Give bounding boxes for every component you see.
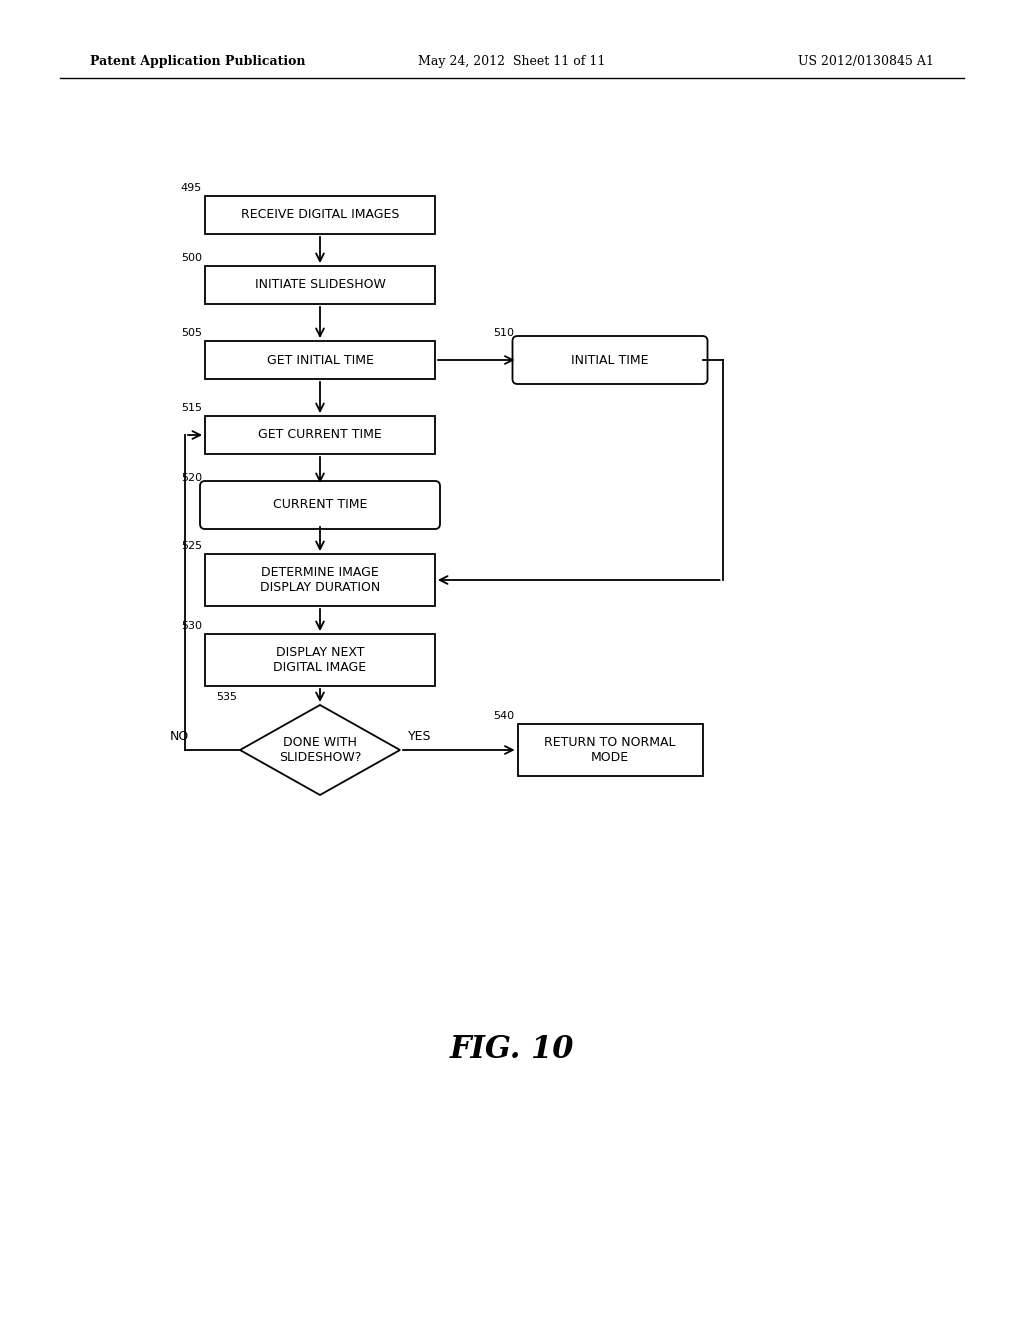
Bar (517, 723, 702, 776)
Text: RETURN TO NORMAL
MODE: RETURN TO NORMAL MODE (544, 737, 676, 764)
Bar (205, 195, 435, 234)
Text: CURRENT TIME: CURRENT TIME (272, 499, 368, 511)
Text: 510: 510 (494, 327, 514, 338)
FancyBboxPatch shape (200, 480, 440, 529)
Bar (205, 267, 435, 304)
Text: DETERMINE IMAGE
DISPLAY DURATION: DETERMINE IMAGE DISPLAY DURATION (260, 566, 380, 594)
Text: 535: 535 (216, 692, 237, 702)
Text: RECEIVE DIGITAL IMAGES: RECEIVE DIGITAL IMAGES (241, 209, 399, 222)
Text: GET INITIAL TIME: GET INITIAL TIME (266, 354, 374, 367)
Text: 525: 525 (181, 541, 202, 550)
Text: 495: 495 (181, 183, 202, 193)
Text: 520: 520 (181, 473, 202, 483)
Text: DONE WITH
SLIDESHOW?: DONE WITH SLIDESHOW? (279, 737, 361, 764)
Text: Patent Application Publication: Patent Application Publication (90, 55, 305, 69)
Bar (205, 554, 435, 606)
FancyBboxPatch shape (512, 337, 708, 384)
Text: 540: 540 (494, 711, 514, 721)
Text: INITIAL TIME: INITIAL TIME (571, 354, 649, 367)
Text: 505: 505 (181, 327, 202, 338)
Text: INITIATE SLIDESHOW: INITIATE SLIDESHOW (255, 279, 385, 292)
Bar (205, 634, 435, 686)
Text: YES: YES (408, 730, 431, 742)
Polygon shape (240, 705, 400, 795)
Bar (205, 416, 435, 454)
Text: US 2012/0130845 A1: US 2012/0130845 A1 (798, 55, 934, 69)
Text: FIG. 10: FIG. 10 (450, 1035, 574, 1065)
Text: 515: 515 (181, 403, 202, 413)
Text: May 24, 2012  Sheet 11 of 11: May 24, 2012 Sheet 11 of 11 (419, 55, 605, 69)
Text: 500: 500 (181, 253, 202, 263)
Text: NO: NO (170, 730, 189, 742)
Text: GET CURRENT TIME: GET CURRENT TIME (258, 429, 382, 441)
Text: 530: 530 (181, 620, 202, 631)
Text: DISPLAY NEXT
DIGITAL IMAGE: DISPLAY NEXT DIGITAL IMAGE (273, 645, 367, 675)
Bar (205, 341, 435, 379)
